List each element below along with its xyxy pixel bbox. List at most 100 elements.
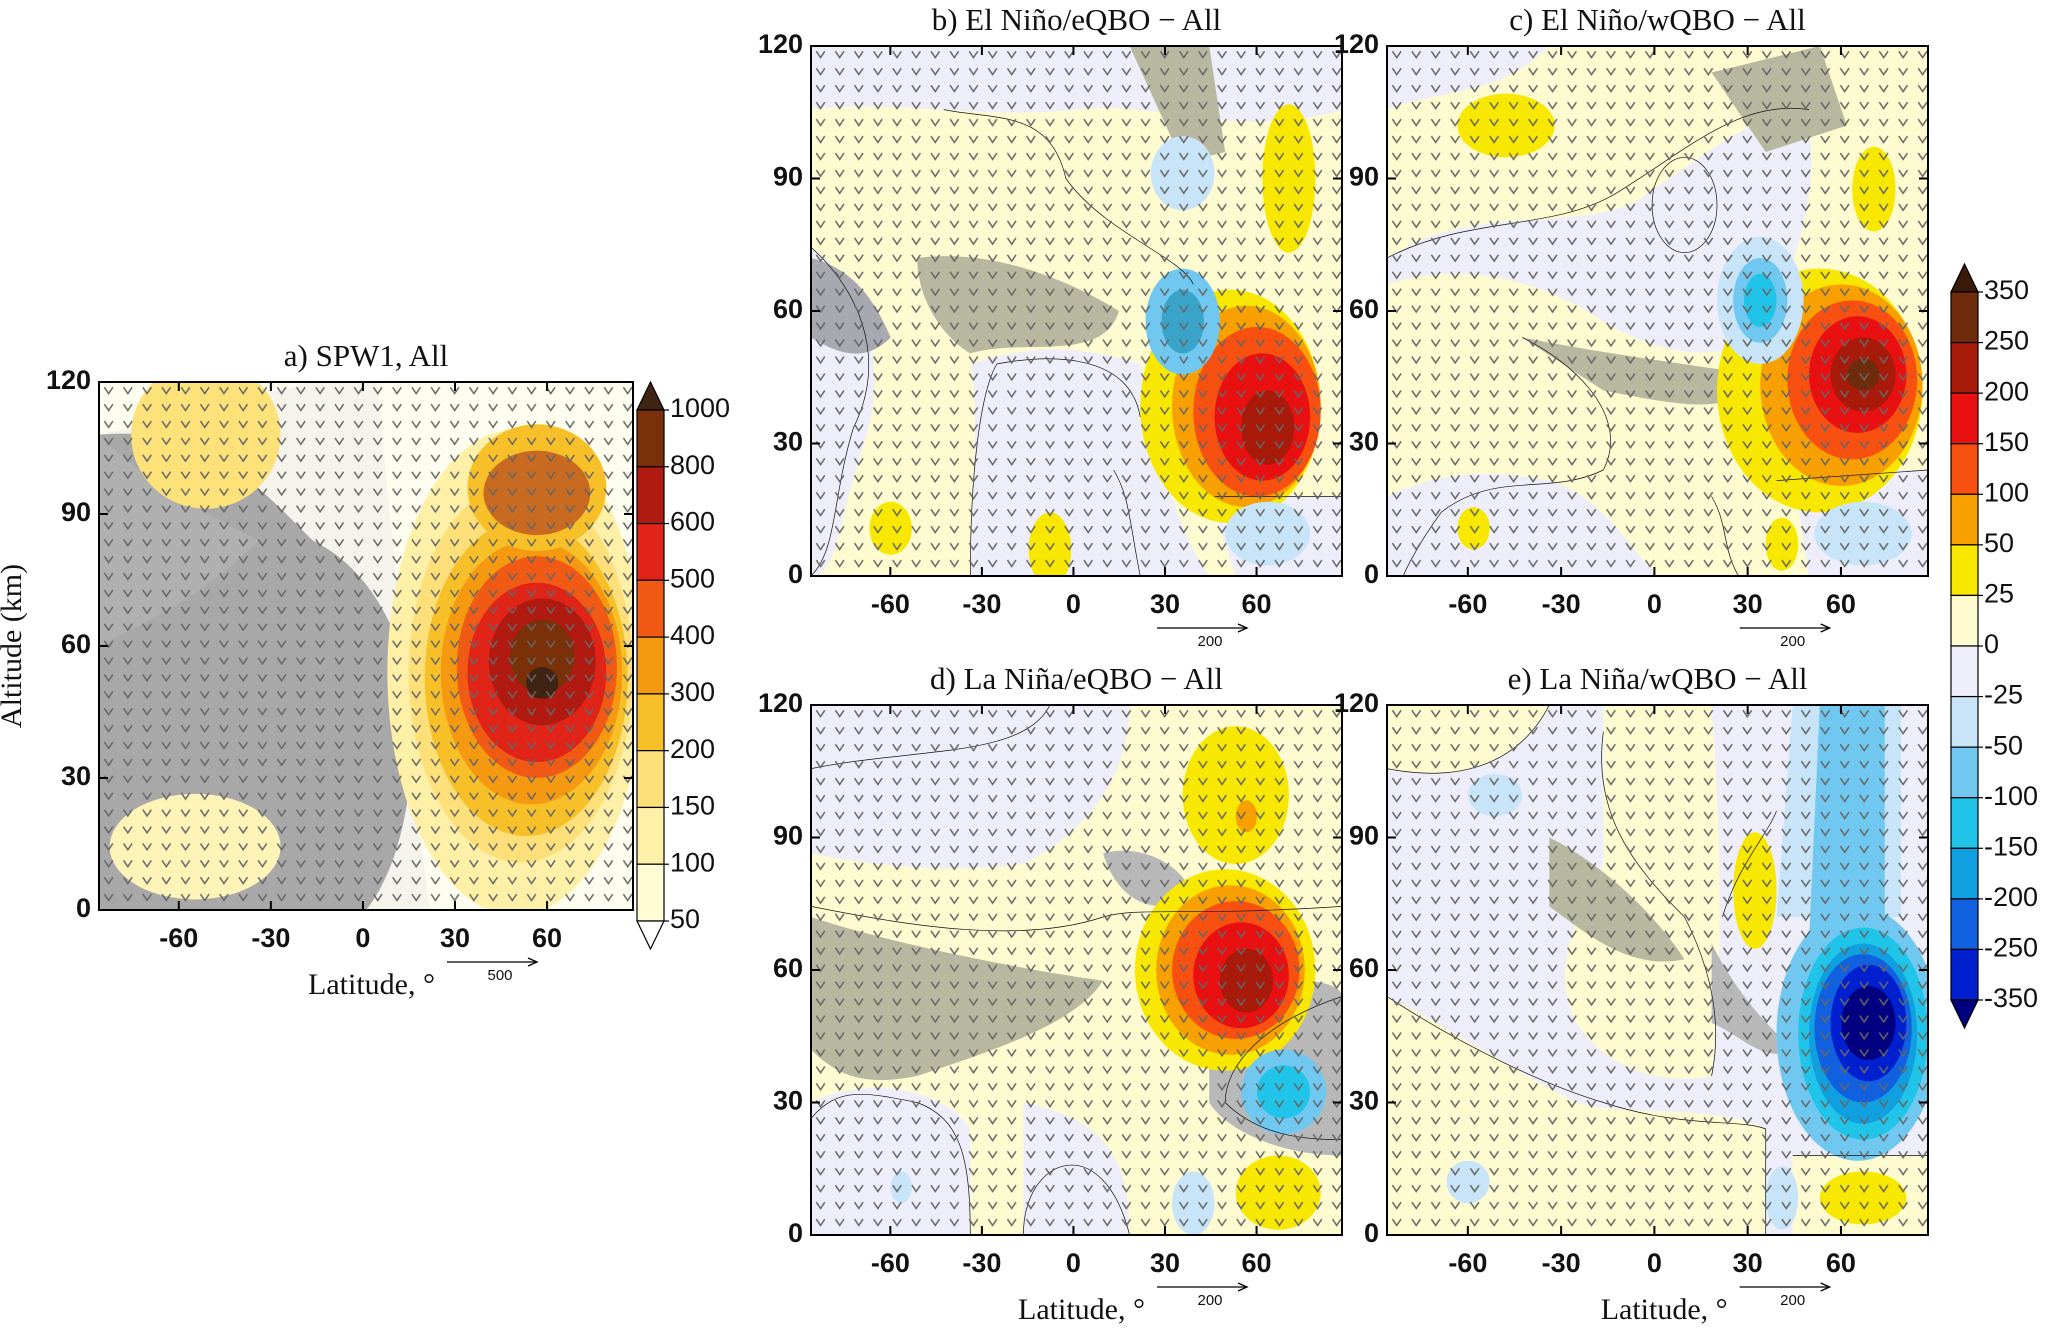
colorbar-label: -25 xyxy=(1984,680,2023,710)
colorbar-label: -350 xyxy=(1984,983,2038,1013)
y-tick-label: 60 xyxy=(773,953,803,983)
x-tick-label: -30 xyxy=(251,923,290,953)
colorbar-triangle xyxy=(636,380,665,411)
colorbar-bin xyxy=(636,522,665,581)
colorbar-bin xyxy=(1950,493,1979,546)
reference-vector-head xyxy=(1820,623,1832,633)
y-axis-label: Altitude (km) xyxy=(0,564,28,728)
y-tick-label: 0 xyxy=(76,893,91,923)
colorbar-bin xyxy=(1950,746,1979,799)
colorbar-bin xyxy=(1950,392,1979,445)
colorbar-label: 400 xyxy=(670,620,715,650)
x-tick-label: 0 xyxy=(1066,589,1081,619)
y-tick-label: 90 xyxy=(61,497,91,527)
colorbar-bin xyxy=(1950,898,1979,951)
colorbar-label: 100 xyxy=(670,847,715,877)
y-tick-label: 90 xyxy=(773,821,803,851)
x-tick-label: 30 xyxy=(1150,1248,1180,1278)
x-tick-label: -60 xyxy=(159,923,198,953)
y-tick-label: 60 xyxy=(1349,953,1379,983)
contour-field xyxy=(1387,705,1928,1235)
y-tick-label: 120 xyxy=(1334,29,1379,59)
colorbar-triangle xyxy=(1950,262,1979,293)
colorbar-label: 300 xyxy=(670,677,715,707)
x-tick-label: -60 xyxy=(1448,589,1487,619)
colorbar-bin xyxy=(636,806,665,865)
y-tick-label: 90 xyxy=(1349,821,1379,851)
panel-title: b) El Niño/eQBO − All xyxy=(932,2,1222,37)
y-tick-label: 60 xyxy=(61,629,91,659)
colorbar-bin xyxy=(1950,594,1979,647)
colorbar-label: -100 xyxy=(1984,781,2038,811)
colorbar-label: 250 xyxy=(1984,326,2029,356)
colorbar-bin xyxy=(1950,847,1979,900)
colorbar-label: 200 xyxy=(670,734,715,764)
x-tick-label: 60 xyxy=(1242,1248,1272,1278)
panel-title: e) La Niña/wQBO − All xyxy=(1508,661,1808,696)
y-tick-label: 30 xyxy=(1349,1086,1379,1116)
x-tick-label: 60 xyxy=(532,923,562,953)
colorbar-label: 0 xyxy=(1984,629,1999,659)
colorbar-label: 150 xyxy=(670,791,715,821)
colorbar-label: 200 xyxy=(1984,376,2029,406)
contour-field xyxy=(811,705,1342,1235)
x-axis-label: Latitude, ° xyxy=(308,968,435,1001)
reference-vector-label: 200 xyxy=(1197,1292,1222,1309)
y-tick-label: 90 xyxy=(1349,162,1379,192)
x-tick-label: 0 xyxy=(1066,1248,1081,1278)
y-tick-label: 60 xyxy=(773,294,803,324)
colorbar-label: 800 xyxy=(670,450,715,480)
colorbar-bin xyxy=(1950,341,1979,394)
colorbar-bin xyxy=(1950,544,1979,597)
y-tick-label: 90 xyxy=(773,162,803,192)
colorbar-bin xyxy=(1950,291,1979,344)
y-tick-label: 30 xyxy=(773,427,803,457)
x-axis-label: Latitude, ° xyxy=(1601,1293,1728,1326)
colorbar-label: 100 xyxy=(1984,477,2029,507)
reference-vector-label: 500 xyxy=(487,967,512,984)
x-tick-label: 60 xyxy=(1826,589,1856,619)
x-tick-label: 30 xyxy=(1150,589,1180,619)
x-tick-label: -60 xyxy=(871,589,910,619)
x-axis-label: Latitude, ° xyxy=(1018,1293,1145,1326)
y-tick-label: 120 xyxy=(758,688,803,718)
x-tick-label: 60 xyxy=(1826,1248,1856,1278)
x-tick-label: -30 xyxy=(1542,589,1581,619)
colorbar-bin xyxy=(636,466,665,525)
colorbar-label: 1000 xyxy=(670,393,730,423)
x-tick-label: -30 xyxy=(962,589,1001,619)
y-tick-label: 0 xyxy=(1364,559,1379,589)
colorbar-label: -200 xyxy=(1984,882,2038,912)
x-tick-label: 0 xyxy=(355,923,370,953)
y-tick-label: 120 xyxy=(758,29,803,59)
colorbar-bin xyxy=(1950,797,1979,849)
colorbar-label: 50 xyxy=(670,904,700,934)
colorbar-bin xyxy=(1950,645,1979,698)
y-tick-label: 30 xyxy=(1349,427,1379,457)
reference-vector-head xyxy=(527,957,539,967)
reference-vector-label: 200 xyxy=(1780,1292,1805,1309)
y-tick-label: 30 xyxy=(773,1086,803,1116)
reference-vector-head xyxy=(1237,1282,1249,1292)
reference-vector-label: 200 xyxy=(1197,633,1222,650)
colorbar-bin xyxy=(1950,443,1979,495)
y-tick-label: 60 xyxy=(1349,294,1379,324)
x-tick-label: 30 xyxy=(1733,589,1763,619)
colorbar-label: 350 xyxy=(1984,275,2029,305)
reference-vector-head xyxy=(1820,1282,1832,1292)
colorbar-bin xyxy=(636,693,665,752)
contour-field xyxy=(99,382,633,910)
x-tick-label: -30 xyxy=(1542,1248,1581,1278)
panel-title: c) El Niño/wQBO − All xyxy=(1509,2,1805,37)
reference-vector-label: 200 xyxy=(1780,633,1805,650)
colorbar-label: 600 xyxy=(670,507,715,537)
x-tick-label: -30 xyxy=(962,1248,1001,1278)
colorbar-bin xyxy=(636,863,665,922)
colorbar-triangle xyxy=(636,920,665,951)
colorbar-label: 50 xyxy=(1984,528,2014,558)
reference-vector-head xyxy=(1237,623,1249,633)
x-tick-label: 0 xyxy=(1647,1248,1662,1278)
contour-field xyxy=(1387,46,1928,576)
colorbar-triangle xyxy=(1950,999,1979,1030)
x-tick-label: -60 xyxy=(1448,1248,1487,1278)
